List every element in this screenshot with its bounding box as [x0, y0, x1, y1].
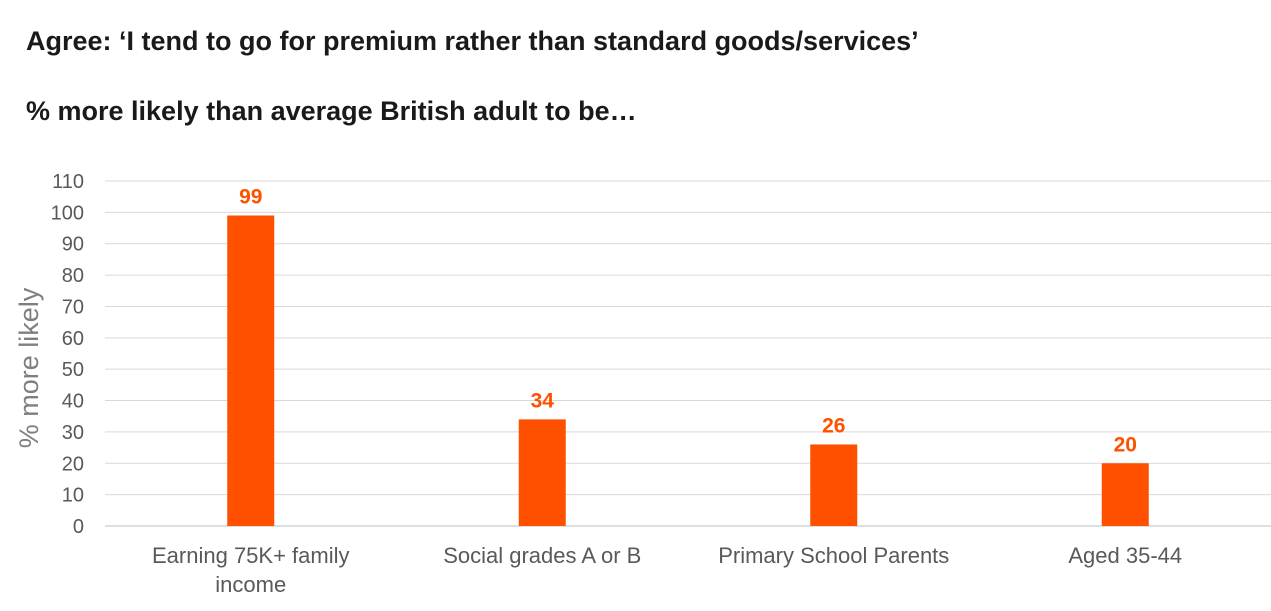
y-axis-title: % more likely [14, 287, 44, 448]
y-tick-label: 10 [62, 485, 84, 507]
x-category-label: Primary School Parents [718, 543, 949, 568]
y-tick-label: 20 [62, 453, 84, 475]
y-tick-label: 30 [62, 422, 84, 444]
y-tick-label: 40 [62, 391, 84, 413]
y-tick-label: 60 [62, 328, 84, 350]
x-category-label: Social grades A or B [443, 543, 641, 568]
bars [227, 215, 1149, 526]
y-tick-label: 100 [51, 202, 84, 224]
data-label: 26 [822, 414, 845, 437]
x-category-label: income [215, 572, 286, 597]
y-tick-label: 110 [52, 171, 84, 193]
y-axis-ticks: 0 10 20 30 40 50 60 70 80 90 100 110 [51, 171, 84, 538]
bar [518, 419, 566, 526]
data-label: 34 [531, 389, 555, 412]
x-axis-categories: Earning 75K+ family income Social grades A… [152, 543, 1182, 597]
y-tick-label: 50 [62, 359, 84, 381]
y-tick-label: 0 [73, 516, 84, 538]
y-tick-label: 80 [62, 265, 84, 287]
bar [227, 215, 275, 526]
gridlines [105, 180, 1271, 527]
y-tick-label: 90 [62, 234, 84, 256]
chart-title: Agree: ‘I tend to go for premium rather … [26, 26, 919, 56]
chart-subtitle: % more likely than average British adult… [26, 96, 637, 126]
bar [810, 444, 858, 526]
data-labels: 99 34 26 20 [239, 186, 1137, 457]
data-label: 99 [239, 186, 262, 209]
x-category-label: Aged 35-44 [1068, 543, 1182, 568]
y-tick-label: 70 [62, 296, 84, 318]
data-label: 20 [1114, 433, 1137, 456]
bar [1101, 463, 1149, 526]
x-category-label: Earning 75K+ family [152, 543, 350, 568]
